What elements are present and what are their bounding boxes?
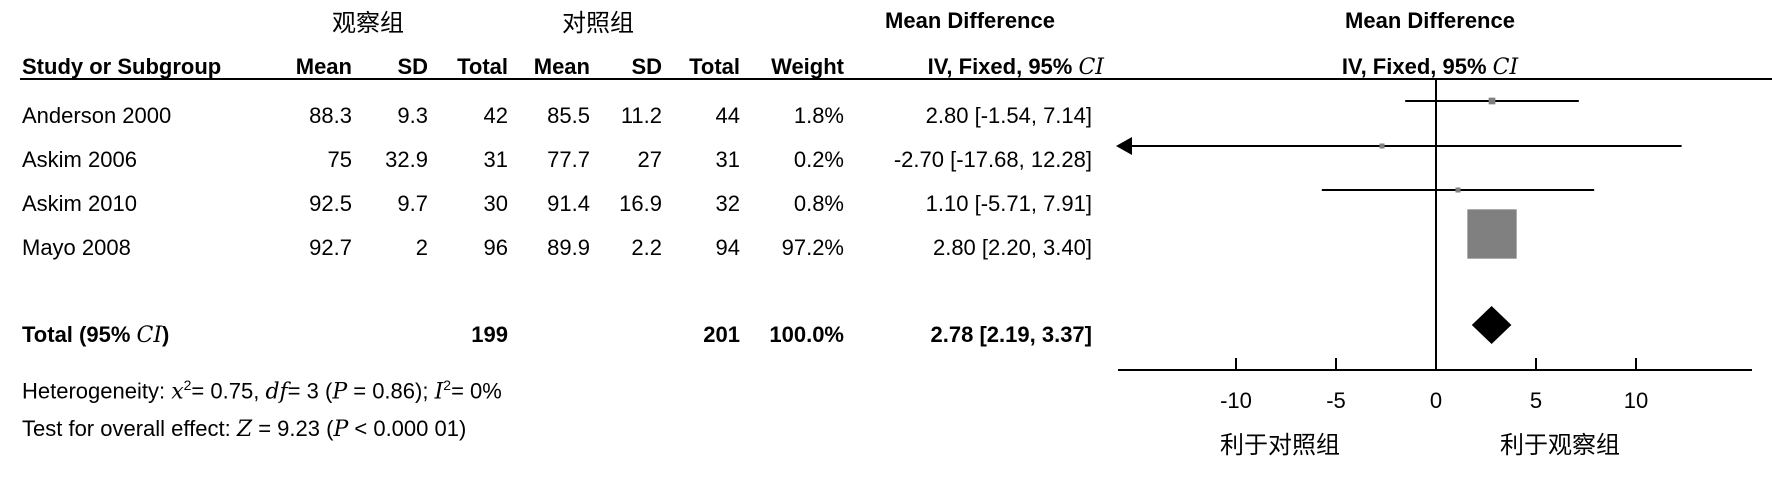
total-label: Total (95% CI) xyxy=(22,322,170,348)
x-tick-label: -10 xyxy=(1220,388,1252,413)
c-total: 44 xyxy=(715,103,740,128)
x-tick-label: 10 xyxy=(1624,388,1648,413)
e-mean: 92.5 xyxy=(309,191,352,216)
c-total: 31 xyxy=(715,147,740,172)
e-total: 31 xyxy=(483,147,508,172)
e-sd-header: SD xyxy=(397,54,428,79)
e-mean: 92.7 xyxy=(309,235,352,260)
control-group-header: 对照组 xyxy=(562,9,634,37)
total-md-ci: 2.78 [2.19, 3.37] xyxy=(930,322,1092,347)
study-marker xyxy=(1488,97,1496,105)
c-sd-header: SD xyxy=(631,54,662,79)
md-plot-header: Mean Difference xyxy=(1345,8,1515,33)
study-column-header: Study or Subgroup xyxy=(22,54,222,79)
favours-experimental-label: 利于观察组 xyxy=(1500,431,1620,459)
e-sd: 9.3 xyxy=(397,103,428,128)
c-mean: 85.5 xyxy=(547,103,590,128)
c-mean: 89.9 xyxy=(547,235,590,260)
e-sd: 32.9 xyxy=(385,147,428,172)
header-divider xyxy=(20,78,1772,80)
c-mean: 91.4 xyxy=(547,191,590,216)
e-mean: 88.3 xyxy=(309,103,352,128)
e-total: 42 xyxy=(483,103,508,128)
weight: 97.2% xyxy=(781,235,844,260)
c-sd: 2.2 xyxy=(631,235,662,260)
c-sd: 16.9 xyxy=(619,191,662,216)
weight: 0.2% xyxy=(793,147,844,172)
e-mean: 75 xyxy=(327,147,352,172)
md-plot-subheader: IV, Fixed, 95% CI xyxy=(1341,54,1519,80)
md-table-header: Mean Difference xyxy=(885,8,1055,33)
favours-control-label: 利于对照组 xyxy=(1220,431,1340,459)
e-total: 30 xyxy=(483,191,508,216)
e-total-header: Total xyxy=(457,54,508,79)
md-ci: 2.80 [2.20, 3.40] xyxy=(932,235,1092,260)
c-mean-header: Mean xyxy=(533,54,590,79)
weight-header: Weight xyxy=(771,54,844,79)
study-marker xyxy=(1455,187,1461,193)
c-total-sum: 201 xyxy=(703,322,740,347)
md-ci: -2.70 [-17.68, 12.28] xyxy=(893,147,1092,172)
md-ci: 2.80 [-1.54, 7.14] xyxy=(925,103,1092,128)
c-total: 32 xyxy=(715,191,740,216)
study-marker xyxy=(1379,143,1385,149)
weight: 0.8% xyxy=(793,191,844,216)
e-sd: 2 xyxy=(415,235,428,260)
e-total: 96 xyxy=(483,235,508,260)
study-name: Mayo 2008 xyxy=(22,235,131,260)
study-name: Anderson 2000 xyxy=(22,103,172,128)
total-weight: 100.0% xyxy=(769,322,844,347)
pooled-diamond xyxy=(1471,306,1512,344)
study-marker xyxy=(1467,209,1517,259)
heterogeneity-text: Heterogeneity: x2= 0.75, df= 3 (P = 0.86… xyxy=(22,377,502,405)
e-sd: 9.7 xyxy=(397,191,428,216)
md-table-subheader: IV, Fixed, 95% CI xyxy=(927,54,1104,80)
c-sd: 27 xyxy=(637,147,662,172)
weight: 1.8% xyxy=(793,103,844,128)
c-total: 94 xyxy=(715,235,740,260)
study-name: Askim 2010 xyxy=(22,191,137,216)
c-mean: 77.7 xyxy=(547,147,590,172)
e-total-sum: 199 xyxy=(471,322,508,347)
x-tick-label: 5 xyxy=(1530,388,1542,413)
x-tick-label: 0 xyxy=(1430,388,1442,413)
overall-effect-text: Test for overall effect: Z = 9.23 (P < 0… xyxy=(22,416,467,442)
experimental-group-header: 观察组 xyxy=(332,9,404,37)
ci-arrow-left xyxy=(1116,137,1132,155)
c-sd: 11.2 xyxy=(620,103,662,128)
study-name: Askim 2006 xyxy=(22,147,137,172)
e-mean-header: Mean xyxy=(295,54,352,79)
c-total-header: Total xyxy=(689,54,740,79)
x-tick-label: -5 xyxy=(1326,388,1346,413)
md-ci: 1.10 [-5.71, 7.91] xyxy=(925,191,1092,216)
